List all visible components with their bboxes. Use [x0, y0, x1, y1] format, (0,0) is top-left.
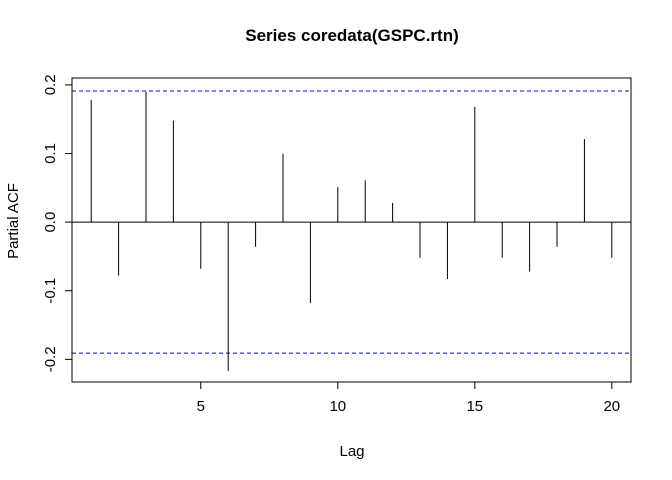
- y-tick-label: 0.2: [42, 74, 59, 95]
- x-tick-label: 5: [197, 398, 205, 415]
- y-tick-label: -0.2: [42, 346, 59, 372]
- x-tick-label: 20: [603, 398, 620, 415]
- x-tick-label: 10: [329, 398, 346, 415]
- y-tick-label: 0.0: [42, 212, 59, 233]
- x-tick-label: 15: [466, 398, 483, 415]
- y-tick-label: -0.1: [42, 278, 59, 304]
- x-axis-label: Lag: [339, 443, 364, 460]
- plot-frame: [71, 77, 632, 383]
- chart-title: Series coredata(GSPC.rtn): [245, 26, 459, 45]
- y-tick-label: 0.1: [42, 143, 59, 164]
- y-axis-label: Partial ACF: [5, 183, 22, 259]
- plot-area: 5 10 15 20 -0.2 -0.1 0.0 0.1 0.2: [42, 74, 632, 415]
